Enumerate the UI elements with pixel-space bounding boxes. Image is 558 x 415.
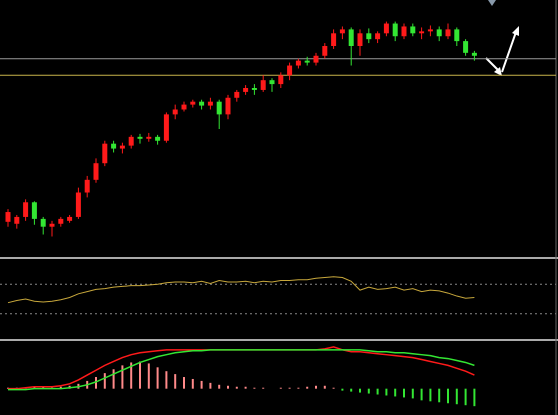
arrow-head [512, 26, 519, 36]
candle-body [225, 97, 231, 115]
candle-body [357, 33, 363, 46]
candle-body [199, 101, 205, 106]
candle-body [375, 33, 381, 40]
candle-body [383, 23, 389, 34]
candle-body [243, 88, 249, 92]
candle-body [128, 136, 134, 146]
candle-body [102, 143, 108, 164]
candle-body [137, 136, 143, 139]
candle-body [454, 29, 460, 42]
candle-body [67, 216, 73, 221]
candle-body [93, 163, 99, 180]
candle-body [14, 216, 20, 224]
candle-body [75, 192, 81, 217]
candle-body [58, 218, 64, 224]
candle-body [287, 65, 293, 76]
candle-body [278, 75, 284, 85]
macd-line [8, 349, 475, 391]
candle-body [31, 202, 37, 219]
candle-body [234, 91, 240, 98]
candle-body [436, 29, 442, 37]
candle-body [5, 212, 11, 222]
candle-body [119, 145, 125, 149]
candle-body [146, 136, 152, 139]
candle-body [348, 29, 354, 46]
candle-body [49, 223, 55, 227]
candle-body [84, 179, 90, 193]
candle-body [339, 29, 345, 34]
candle-body [392, 23, 398, 37]
candle-body [251, 88, 257, 90]
arrow-head [494, 67, 502, 76]
candle-body [322, 46, 328, 56]
candle-body [207, 101, 213, 106]
candle-body [163, 114, 169, 141]
candle-body [295, 60, 301, 66]
candle-body [313, 55, 319, 63]
candle-body [331, 33, 337, 46]
candle-body [471, 52, 477, 56]
candle-body [427, 29, 433, 32]
candle-body [111, 143, 117, 149]
arrow [501, 31, 517, 73]
candle-body [23, 202, 29, 217]
candle-body [401, 26, 407, 37]
candle-body [190, 101, 196, 105]
candle-body [40, 218, 46, 227]
marker [488, 0, 496, 6]
candle-body [445, 29, 451, 37]
candle-body [366, 33, 372, 40]
candle-body [304, 60, 310, 63]
candle-body [155, 136, 161, 141]
candle-body [269, 80, 275, 85]
candle-body [419, 31, 425, 34]
indicator-line [7, 276, 475, 304]
candle-body [172, 109, 178, 115]
candle-body [216, 101, 222, 115]
candle-body [463, 41, 469, 53]
candle-body [410, 26, 416, 34]
candle-body [181, 104, 187, 110]
candle-body [260, 80, 266, 90]
